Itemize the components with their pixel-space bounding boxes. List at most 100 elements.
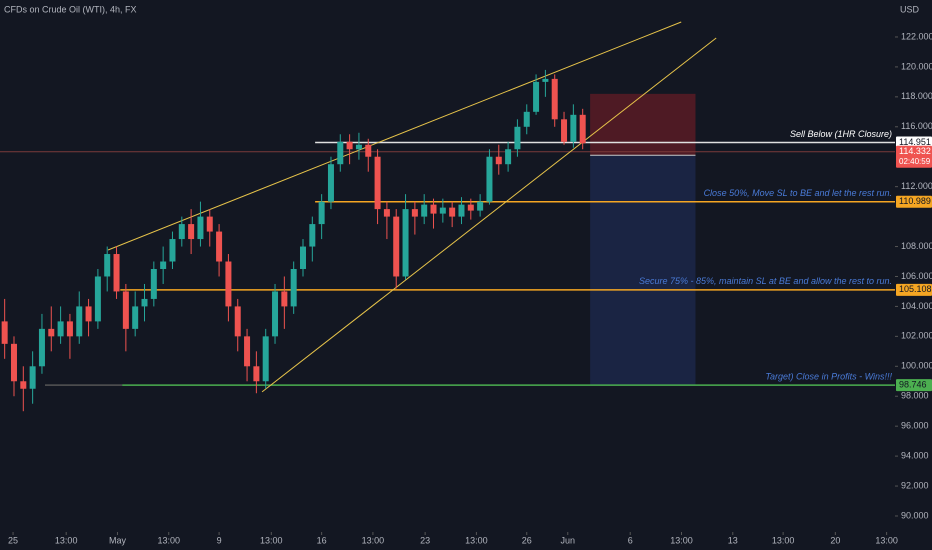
candle-body — [10, 343, 17, 382]
candle-body — [85, 306, 92, 322]
candle-body — [132, 306, 139, 329]
candle-body — [318, 201, 325, 225]
level-text: Close 50%, Move SL to BE and let the res… — [704, 188, 892, 198]
trendline — [107, 21, 682, 251]
y-tick-label: 122.000 — [901, 31, 932, 41]
level-text: Sell Below (1HR Closure) — [790, 129, 892, 139]
candle-body — [411, 209, 418, 217]
price-tag — [896, 195, 932, 208]
x-tick-label: 16 — [317, 535, 327, 545]
countdown: 02:40:59 — [899, 157, 931, 166]
candle-body — [346, 141, 353, 150]
candle-body — [122, 291, 129, 329]
candle-body — [272, 291, 279, 337]
y-tick-label: 112.000 — [901, 181, 932, 191]
x-tick-label: 13:00 — [670, 535, 693, 545]
y-tick-label: 116.000 — [901, 121, 932, 131]
current-price-label: 114.332 — [899, 146, 931, 156]
y-tick-label: 92.000 — [901, 480, 929, 490]
candle-body — [542, 78, 549, 82]
y-tick-label: 98.000 — [901, 391, 929, 401]
candle-body — [383, 209, 390, 217]
candle-body — [579, 114, 586, 144]
x-tick-label: 26 — [522, 535, 532, 545]
x-tick-label: 9 — [217, 535, 222, 545]
candle-body — [66, 321, 73, 337]
candle-body — [206, 216, 213, 232]
candle-body — [141, 298, 148, 307]
candle-body — [113, 254, 120, 292]
price-tag — [896, 283, 932, 296]
candle-body — [188, 224, 195, 240]
candle-body — [76, 306, 83, 337]
price-tag-label: 98.746 — [899, 379, 927, 389]
candle-body — [150, 268, 157, 299]
level-text: Target) Close in Profits - Wins!!! — [765, 371, 892, 381]
candle-body — [160, 261, 167, 269]
candle-body — [244, 336, 251, 367]
candle-body — [570, 114, 577, 142]
price-tag-label: 110.989 — [899, 196, 931, 206]
x-tick-label: 13:00 — [55, 535, 78, 545]
x-tick-label: 6 — [628, 535, 633, 545]
y-tick-label: 118.000 — [901, 91, 932, 101]
x-tick-label: 13:00 — [465, 535, 488, 545]
chart-title: CFDs on Crude Oil (WTI), 4h, FX — [4, 4, 137, 14]
candle-body — [299, 246, 306, 269]
y-tick-label: 96.000 — [901, 421, 929, 431]
candle-body — [523, 111, 530, 127]
candle-body — [197, 216, 204, 240]
candle-body — [430, 204, 437, 214]
candle-body — [216, 231, 223, 262]
price-tag-label: 114.951 — [899, 137, 931, 147]
candle-body — [29, 366, 36, 389]
x-tick-label: Jun — [561, 535, 576, 545]
currency: USD — [900, 4, 920, 14]
candle-body — [1, 321, 8, 344]
y-tick-label: 108.000 — [901, 241, 932, 251]
candle-body — [477, 201, 484, 211]
candle-body — [20, 381, 27, 389]
candle-body — [551, 78, 558, 120]
price-tag — [896, 379, 932, 392]
candle-body — [458, 204, 465, 217]
candle-body — [337, 141, 344, 165]
candle-body — [94, 276, 101, 322]
y-tick-label: 104.000 — [901, 301, 932, 311]
candle-body — [48, 328, 55, 337]
candle-body — [290, 268, 297, 307]
candle-body — [225, 261, 232, 307]
candle-body — [393, 216, 400, 277]
candle-body — [281, 291, 288, 307]
candle-body — [104, 254, 111, 277]
candle-body — [262, 336, 269, 382]
candle-body — [57, 321, 64, 337]
candle-body — [505, 149, 512, 165]
x-tick-label: 23 — [420, 535, 430, 545]
y-tick-label: 106.000 — [901, 271, 932, 281]
candle-body — [365, 144, 372, 157]
candle-body — [178, 224, 185, 240]
x-tick-label: 13:00 — [260, 535, 283, 545]
reward-zone — [590, 155, 696, 386]
candle-body — [449, 207, 456, 217]
y-tick-label: 90.000 — [901, 510, 929, 520]
candle-body — [495, 156, 502, 165]
x-tick-label: 13:00 — [875, 535, 898, 545]
candle-body — [439, 207, 446, 214]
x-tick-label: 20 — [830, 535, 840, 545]
candle-body — [355, 144, 362, 150]
x-tick-label: 13 — [728, 535, 738, 545]
candle-body — [38, 328, 45, 367]
x-tick-label: 13:00 — [772, 535, 795, 545]
risk-zone — [590, 93, 696, 156]
y-tick-label: 100.000 — [901, 361, 932, 371]
x-tick-label: 25 — [8, 535, 18, 545]
candle-body — [467, 204, 474, 211]
y-tick-label: 120.000 — [901, 61, 932, 71]
trendline — [261, 37, 717, 393]
current-price-tag — [896, 145, 932, 168]
